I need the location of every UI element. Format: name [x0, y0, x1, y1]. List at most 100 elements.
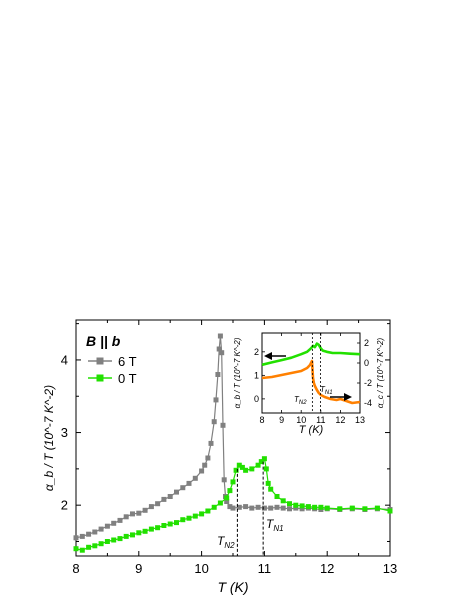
main-data-point [293, 505, 299, 511]
main-data-point [104, 523, 110, 529]
main-data-point [305, 504, 311, 510]
main-data-point [337, 506, 343, 512]
main-data-point [362, 506, 368, 512]
inset-right-y-tick-label: -2 [364, 378, 372, 388]
main-data-point [205, 455, 211, 461]
main-data-point [287, 506, 292, 512]
main-series [73, 333, 393, 553]
inset-x-tick-label: 13 [355, 415, 365, 425]
svg-text:α_b / T (10^-7 K^-2): α_b / T (10^-7 K^-2) [42, 385, 56, 491]
main-data-point [263, 466, 269, 472]
main-x-tick-label: 13 [383, 561, 397, 576]
main-data-point [387, 508, 393, 514]
main-data-point [280, 505, 286, 511]
main-data-point [123, 533, 129, 539]
right-axis-arrow-icon [330, 393, 352, 401]
inset-left-y-tick-label: 0 [254, 394, 259, 404]
inset-series-line-1 [261, 359, 361, 405]
main-data-point [239, 464, 245, 470]
main-data-point [167, 494, 173, 499]
main-data-point [216, 346, 222, 352]
main-data-point [274, 504, 280, 510]
main-x-tick-label: 10 [194, 561, 208, 576]
main-data-point [123, 514, 129, 520]
svg-text:α_c / T (10^-7 K^-2): α_c / T (10^-7 K^-2) [376, 338, 385, 409]
legend-label-6T: 6 T [118, 354, 137, 369]
main-data-point [202, 462, 208, 468]
inset-series-line-0 [261, 342, 361, 367]
inset-left-y-tick-label: 2 [254, 347, 259, 357]
main-data-point [324, 505, 330, 511]
main-data-point [180, 517, 186, 523]
main-data-point [208, 440, 214, 446]
main-data-point [265, 480, 271, 486]
main-data-point [318, 504, 324, 510]
main-data-point [255, 462, 261, 468]
inset-label-TN1: TN1 [320, 385, 333, 396]
main-data-point [111, 520, 117, 526]
main-data-point [155, 525, 161, 531]
main-data-point [86, 531, 92, 537]
main-data-point [312, 504, 318, 510]
main-data-point [224, 499, 230, 504]
main-data-point [211, 504, 217, 510]
left-axis-arrow-icon [264, 352, 286, 360]
main-data-point [104, 539, 110, 544]
main-data-point [73, 546, 79, 552]
inset-right-y-tick-label: 0 [364, 358, 369, 368]
main-data-point [186, 480, 192, 486]
main-data-point [249, 505, 255, 511]
main-data-point [199, 511, 205, 517]
inset-right-y-tick-label: -4 [364, 398, 372, 408]
main-data-point [213, 397, 219, 403]
inset-right-y-label: α_c / T (10^-7 K^-2) [376, 338, 385, 409]
main-y-axis-label: α_b / T (10^-7 K^-2) [42, 385, 56, 491]
main-data-point [219, 350, 225, 356]
main-data-point [221, 477, 227, 483]
main-data-point [142, 507, 148, 513]
main-x-tick-label: 11 [258, 561, 272, 576]
main-data-point [224, 495, 230, 501]
main-data-point [261, 505, 267, 511]
main-y-tick-label: 2 [61, 498, 68, 513]
main-data-point [230, 479, 236, 485]
main-label-TN1: TN1 [266, 517, 284, 533]
main-data-point [217, 500, 223, 506]
main-data-point [73, 535, 79, 541]
inset-x-axis-label: T (K) [299, 424, 324, 436]
main-data-point [192, 475, 198, 481]
main-data-point [192, 513, 198, 519]
main-data-point [180, 485, 186, 491]
main-data-point [148, 526, 154, 532]
main-data-point [79, 547, 85, 553]
main-data-point [243, 504, 249, 510]
legend-marker-0T [96, 374, 104, 382]
main-data-point [233, 467, 239, 473]
main-data-point [174, 489, 179, 495]
main-data-point [161, 496, 167, 502]
main-data-point [199, 468, 205, 474]
main-transition-lines [236, 461, 264, 556]
main-data-point [211, 419, 217, 425]
main-y-tick-label: 3 [61, 425, 68, 440]
main-data-point [220, 422, 226, 428]
main-data-point [98, 541, 104, 547]
main-data-point [205, 508, 211, 514]
main-x-tick-label: 9 [135, 561, 142, 576]
main-data-point [117, 536, 123, 542]
main-data-point [230, 505, 236, 511]
legend-label-0T: 0 T [118, 371, 137, 386]
main-data-point [117, 517, 123, 523]
main-data-point [167, 521, 173, 527]
inset-left-y-tick-label: 1 [254, 370, 259, 380]
main-data-point [261, 456, 267, 462]
inset-x-tick-label: 12 [335, 415, 345, 425]
main-data-point [86, 544, 92, 550]
main-data-point [92, 529, 98, 535]
main-x-tick-label: 8 [72, 561, 79, 576]
main-data-point [293, 502, 299, 508]
main-data-point [79, 533, 85, 539]
inset-right-y-tick-label: 2 [364, 338, 369, 348]
